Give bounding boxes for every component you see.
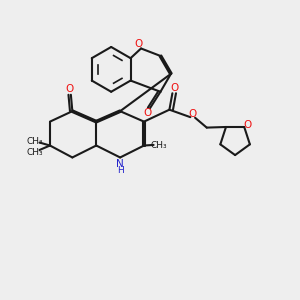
Text: N: N bbox=[116, 159, 124, 169]
Text: O: O bbox=[144, 108, 152, 118]
Text: CH₃: CH₃ bbox=[26, 136, 43, 146]
Text: O: O bbox=[65, 84, 74, 94]
Text: CH₃: CH₃ bbox=[26, 148, 43, 158]
Text: H: H bbox=[117, 166, 124, 175]
Text: O: O bbox=[189, 109, 197, 119]
Text: O: O bbox=[170, 83, 178, 93]
Text: CH₃: CH₃ bbox=[151, 141, 167, 150]
Text: O: O bbox=[134, 39, 143, 49]
Text: O: O bbox=[244, 120, 252, 130]
